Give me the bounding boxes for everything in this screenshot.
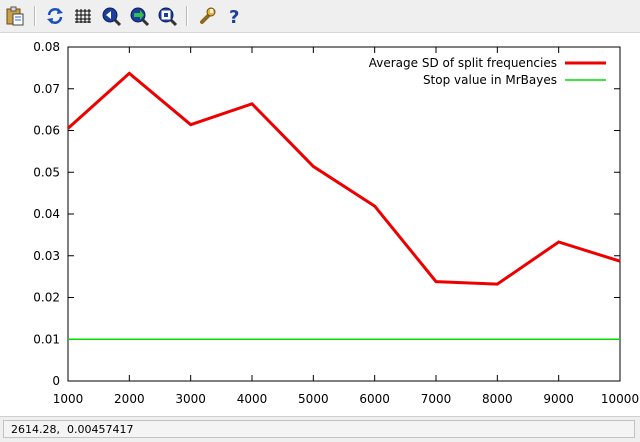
x-tick-label: 7000 <box>421 392 452 406</box>
options-button[interactable] <box>196 5 218 27</box>
toolbar: ? <box>0 0 640 33</box>
autoscale-button[interactable] <box>156 5 178 27</box>
y-tick-label: 0.08 <box>33 40 60 54</box>
plot-border <box>67 46 621 382</box>
clipboard-icon <box>6 6 24 26</box>
y-tick-label: 0.05 <box>33 165 60 179</box>
legend-label: Average SD of split frequencies <box>369 56 557 70</box>
zoom-next-button[interactable] <box>128 5 150 27</box>
toolbar-separator <box>186 6 188 26</box>
refresh-icon <box>47 8 63 24</box>
y-tick-label: 0.01 <box>33 332 60 346</box>
help-icon: ? <box>229 7 239 28</box>
cursor-coordinates: 2614.28, 0.00457417 <box>11 423 134 436</box>
zoom-next-icon <box>130 7 150 27</box>
zoom-previous-icon <box>102 7 122 27</box>
zoom-previous-button[interactable] <box>100 5 122 27</box>
grid-button[interactable] <box>72 5 94 27</box>
y-tick-label: 0 <box>52 374 60 388</box>
x-tick-label: 5000 <box>298 392 329 406</box>
legend: Average SD of split frequencies Stop valu… <box>369 56 606 87</box>
autoscale-icon <box>158 7 178 27</box>
plot-series <box>66 71 621 341</box>
copy-clipboard-button[interactable] <box>4 5 26 27</box>
replot-button[interactable] <box>44 5 66 27</box>
y-tick-label: 0.04 <box>33 207 60 221</box>
x-tick-label: 9000 <box>543 392 574 406</box>
x-tick-label: 1000 <box>53 392 84 406</box>
x-tick-label: 10000 <box>601 392 639 406</box>
svg-text:?: ? <box>229 7 239 27</box>
x-tick-label: 8000 <box>482 392 513 406</box>
status-box: 2614.28, 0.00457417 <box>3 420 635 438</box>
avg-sd-split-frequencies-line <box>66 71 621 286</box>
x-tick-label: 2000 <box>114 392 145 406</box>
plot-canvas[interactable]: 0 0.01 0.02 0.03 0.04 0.05 0.06 0.07 0.08 1000 200… <box>0 33 640 415</box>
x-tick-label: 3000 <box>175 392 206 406</box>
x-tick-label: 6000 <box>359 392 390 406</box>
toolbar-separator <box>34 6 36 26</box>
y-tick-label: 0.02 <box>33 291 60 305</box>
grid-icon <box>75 9 91 23</box>
x-tick-label: 4000 <box>237 392 268 406</box>
y-tick-label: 0.07 <box>33 82 60 96</box>
help-button[interactable]: ? <box>224 5 246 28</box>
plot-axes: 0 0.01 0.02 0.03 0.04 0.05 0.06 0.07 0.08 1000 200… <box>33 40 639 406</box>
y-tick-label: 0.06 <box>33 124 60 138</box>
status-bar: 2614.28, 0.00457417 <box>0 416 640 442</box>
wrench-icon <box>200 7 216 24</box>
y-tick-label: 0.03 <box>33 249 60 263</box>
legend-label: Stop value in MrBayes <box>423 73 557 87</box>
